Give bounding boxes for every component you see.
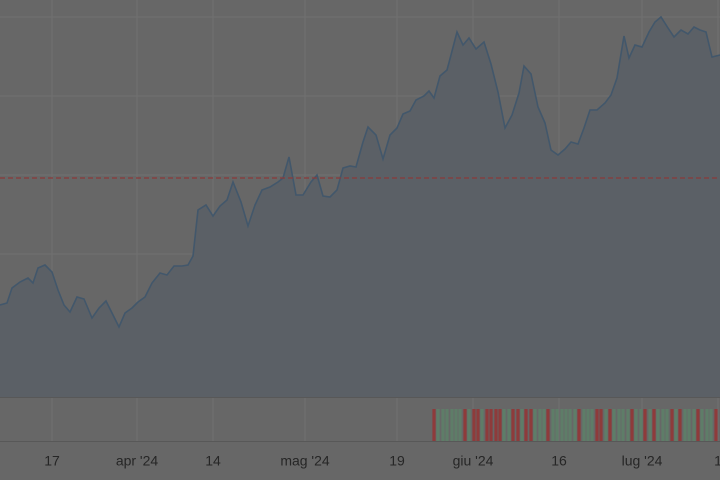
volume-bar [502, 409, 506, 441]
volume-bar [555, 409, 559, 441]
x-tick-label: mag '24 [280, 453, 330, 469]
volume-bar [626, 409, 630, 441]
volume-bar [612, 409, 616, 441]
volume-bar [709, 409, 713, 441]
volume-bar [441, 409, 445, 441]
volume-bar [511, 409, 515, 441]
volume-bar [674, 409, 678, 441]
volume-bar [507, 409, 511, 441]
x-tick-label: 16 [551, 453, 567, 469]
volume-bar [639, 409, 643, 441]
volume-bar [463, 409, 467, 441]
volume-bar [485, 409, 489, 441]
volume-bar [705, 409, 709, 441]
volume-bar [670, 409, 674, 441]
volume-bar [692, 409, 696, 441]
volume-bar [696, 409, 700, 441]
price-area [0, 17, 720, 397]
x-tick-label: giu '24 [453, 453, 494, 469]
volume-bar [542, 409, 546, 441]
volume-bar [436, 409, 440, 441]
volume-bar [582, 409, 586, 441]
volume-bar [520, 409, 524, 441]
volume-bar [489, 409, 493, 441]
volume-bar [573, 409, 577, 441]
volume-bar [577, 409, 581, 441]
x-tick-label: 1 [714, 453, 720, 469]
volume-bar [450, 409, 454, 441]
volume-bar [458, 409, 462, 441]
volume-bar [551, 409, 555, 441]
volume-bar [564, 409, 568, 441]
volume-bar [494, 409, 498, 441]
volume-bar [516, 409, 520, 441]
volume-bar [714, 409, 718, 441]
volume-bar [560, 409, 564, 441]
volume-bar [432, 409, 436, 441]
x-tick-label: 14 [205, 453, 221, 469]
volume-bar [472, 409, 476, 441]
volume-bar [454, 409, 458, 441]
volume-bar [608, 409, 612, 441]
x-tick-label: apr '24 [116, 453, 159, 469]
volume-bar [568, 409, 572, 441]
volume-bar [617, 409, 621, 441]
volume-bar [546, 409, 550, 441]
volume-bar [599, 409, 603, 441]
volume-bar [661, 409, 665, 441]
x-tick-label: 19 [389, 453, 405, 469]
volume-bar [586, 409, 590, 441]
volume-bar [590, 409, 594, 441]
volume-bar [524, 409, 528, 441]
volume-bar [683, 409, 687, 441]
volume-bar [533, 409, 537, 441]
volume-bar [665, 409, 669, 441]
volume-bar [687, 409, 691, 441]
volume-bar [529, 409, 533, 441]
x-tick-label: 17 [44, 453, 60, 469]
volume-bar [476, 409, 480, 441]
volume-bar [700, 409, 704, 441]
volume-bar [467, 409, 471, 441]
volume-bar [656, 409, 660, 441]
volume-bar [643, 409, 647, 441]
volume-bar [678, 409, 682, 441]
volume-bar [595, 409, 599, 441]
volume-bar [648, 409, 652, 441]
volume-bar [445, 409, 449, 441]
volume-bar [538, 409, 542, 441]
volume-bar [652, 409, 656, 441]
volume-bar [604, 409, 608, 441]
volume-bar [621, 409, 625, 441]
volume-bar [634, 409, 638, 441]
volume-bar [498, 409, 502, 441]
x-tick-label: lug '24 [622, 453, 663, 469]
price-line [0, 15, 720, 329]
volume-bar [480, 409, 484, 441]
volume-bar [630, 409, 634, 441]
